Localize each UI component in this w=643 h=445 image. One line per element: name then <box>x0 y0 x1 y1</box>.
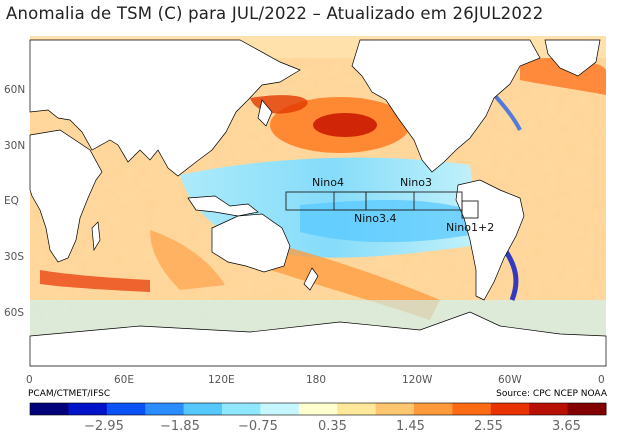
nino4-label: Nino4 <box>312 176 344 189</box>
land-greenland <box>544 39 601 77</box>
land-eurasia <box>29 39 301 177</box>
colorbar-segment <box>106 403 146 415</box>
colorbar-segment <box>490 403 530 415</box>
map-title: Anomalia de TSM (C) para JUL/2022 – Atua… <box>6 4 544 23</box>
nino34-label: Nino3.4 <box>354 212 396 225</box>
land-madagascar <box>91 221 101 252</box>
land-indonesia <box>187 195 259 217</box>
lat-label: 60N <box>4 84 25 96</box>
credit-right: Source: CPC NCEP NOAA <box>496 389 607 399</box>
credit-left: PCAM/CTMET/IFSC <box>28 389 111 399</box>
nino3-label: Nino3 <box>400 176 432 189</box>
land-new-zealand <box>303 267 319 291</box>
colorbar-tick-label: 2.55 <box>474 419 503 434</box>
land-antarctica <box>29 311 607 367</box>
colorbar-segment <box>183 403 223 415</box>
colorbar-tick-label: 0.35 <box>318 419 347 434</box>
land-masses <box>29 39 607 367</box>
lon-label: 0 <box>26 374 33 386</box>
colorbar-tick-label: 3.65 <box>552 419 581 434</box>
lat-label: 30S <box>4 251 24 263</box>
colorbar-tick-label: −1.85 <box>160 419 200 434</box>
land-africa <box>29 129 103 263</box>
lon-label: 120E <box>208 374 235 386</box>
colorbar-labels: −2.95 −1.85 −0.75 0.35 1.45 2.55 3.65 <box>84 419 581 434</box>
colorbar-segment <box>375 403 415 415</box>
colorbar-segment <box>529 403 569 415</box>
land-south-america <box>455 179 525 301</box>
colorbar-tick-label: 1.45 <box>396 419 425 434</box>
colorbar-segment <box>222 403 261 415</box>
colorbar-segment <box>30 403 69 415</box>
lon-label: 60W <box>498 374 522 386</box>
colorbar-tick-label: −0.75 <box>238 419 278 434</box>
lon-label: 180 <box>306 374 326 386</box>
colorbar-segment <box>298 403 338 415</box>
lon-label: 60E <box>114 374 134 386</box>
land-japan <box>257 99 273 127</box>
colorbar-segment <box>452 403 492 415</box>
colorbar-segment <box>68 403 108 415</box>
colorbar-segment <box>414 403 453 415</box>
lat-axis: 60N 30N EQ 30S 60S <box>4 84 25 319</box>
colorbar-segment <box>260 403 300 415</box>
colorbar-segment <box>567 403 607 415</box>
colorbar-tick-label: −2.95 <box>84 419 124 434</box>
nino-boxes <box>285 191 479 219</box>
land-australia <box>211 213 291 273</box>
colorbar-segment <box>145 403 185 415</box>
lat-label: 30N <box>4 140 25 152</box>
lon-axis: 0 60E 120E 180 120W 60W 0 <box>26 374 605 386</box>
colorbar-segment <box>337 403 377 415</box>
lon-label: 120W <box>402 374 433 386</box>
land-north-america <box>351 39 541 173</box>
lat-label: 60S <box>4 307 24 319</box>
nino12-box <box>461 200 479 219</box>
colorbar <box>29 402 607 416</box>
colorbar-frame <box>29 402 607 416</box>
nino12-label: Nino1+2 <box>446 221 494 234</box>
lat-label: EQ <box>4 195 19 207</box>
lon-label: 0 <box>598 374 605 386</box>
